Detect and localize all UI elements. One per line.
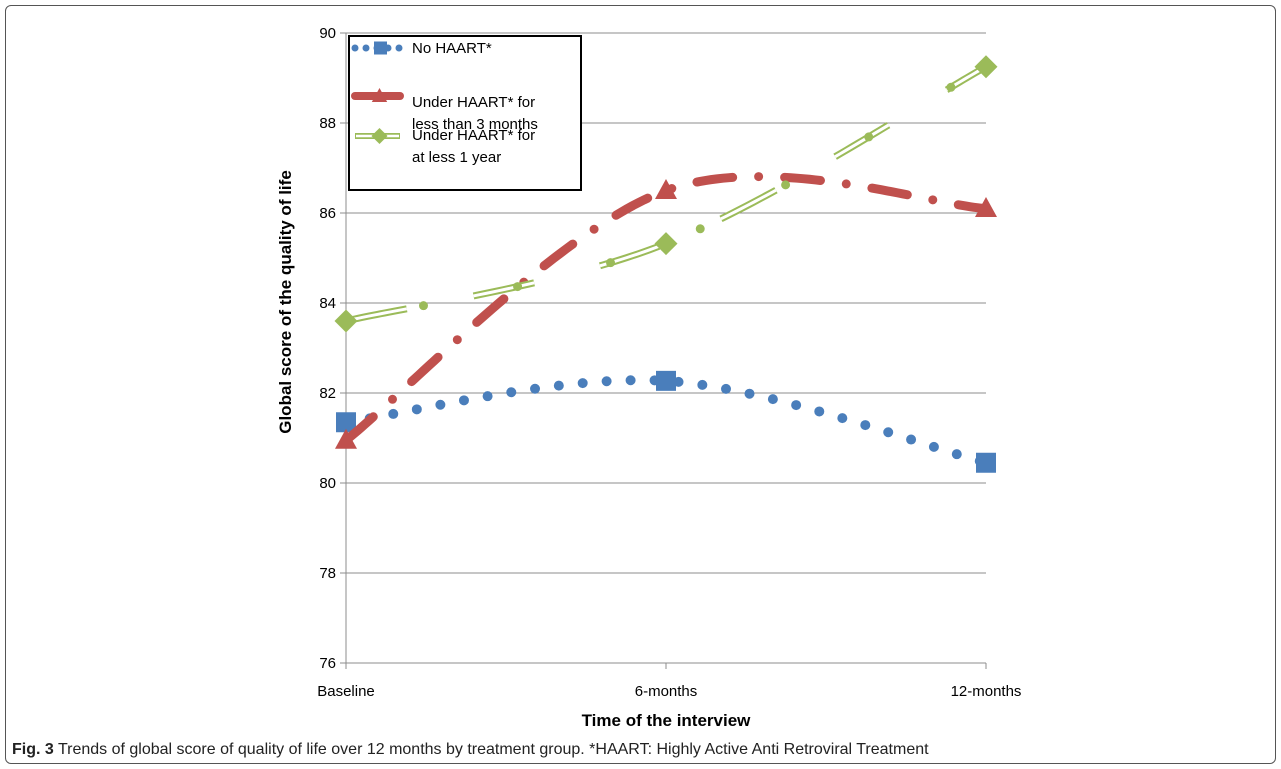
series-square	[336, 370, 996, 473]
axes: 76 78 80 82 84 86 88 90 Baseline 6-months 12-month…	[317, 25, 1021, 700]
data-point-diamond	[654, 232, 678, 256]
legend-label: at less 1 year	[412, 149, 501, 166]
y-tick-label: 76	[319, 655, 336, 672]
figure-caption-text: Trends of global score of quality of lif…	[57, 741, 929, 758]
legend-item: Under HAART* for at less 1 year	[355, 127, 535, 166]
y-tick-label: 84	[319, 295, 336, 312]
legend-label: No HAART*	[412, 40, 492, 57]
figure-caption-label: Fig. 3	[12, 741, 54, 758]
data-point-diamond	[334, 309, 358, 333]
figure-frame	[5, 5, 1276, 764]
series-line	[341, 172, 991, 445]
legend-box	[348, 35, 582, 191]
legend-label: less than 3 months	[412, 116, 538, 133]
y-tick-label: 88	[319, 115, 336, 132]
x-tick-label: 6-months	[635, 683, 698, 700]
x-axis-label: Time of the interview	[582, 711, 752, 730]
series-diamond	[334, 55, 998, 333]
y-tick-label: 82	[319, 385, 336, 402]
legend-item: No HAART*	[351, 40, 492, 57]
x-tick-label: 12-months	[951, 683, 1022, 700]
data-point-triangle	[975, 197, 997, 217]
figure-caption: Fig. 3 Trends of global score of quality…	[12, 741, 929, 759]
line-chart: 76 78 80 82 84 86 88 90 Baseline 6-months 12-month…	[276, 25, 1021, 730]
y-tick-label: 80	[319, 475, 336, 492]
data-point-triangle	[371, 87, 388, 102]
y-axis-label: Global score of the quality of life	[276, 170, 295, 434]
x-tick-label: Baseline	[317, 683, 375, 700]
data-point-triangle	[335, 428, 357, 449]
y-tick-label: 90	[319, 25, 336, 42]
data-point-triangle	[655, 179, 677, 199]
data-point-diamond	[371, 127, 388, 145]
legend-label: Under HAART* for	[412, 94, 535, 111]
y-tick-label: 86	[319, 205, 336, 222]
legend-item: Under HAART* for less than 3 months	[351, 87, 538, 133]
legend-label: Under HAART* for	[412, 127, 535, 144]
data-point-square	[374, 41, 387, 55]
data-point-square	[656, 370, 676, 391]
series-triangle	[335, 172, 997, 449]
data-point-square	[976, 452, 996, 473]
series-layer	[334, 55, 998, 473]
y-tick-label: 78	[319, 565, 336, 582]
data-point-diamond	[974, 55, 998, 79]
data-point-square	[336, 412, 356, 433]
